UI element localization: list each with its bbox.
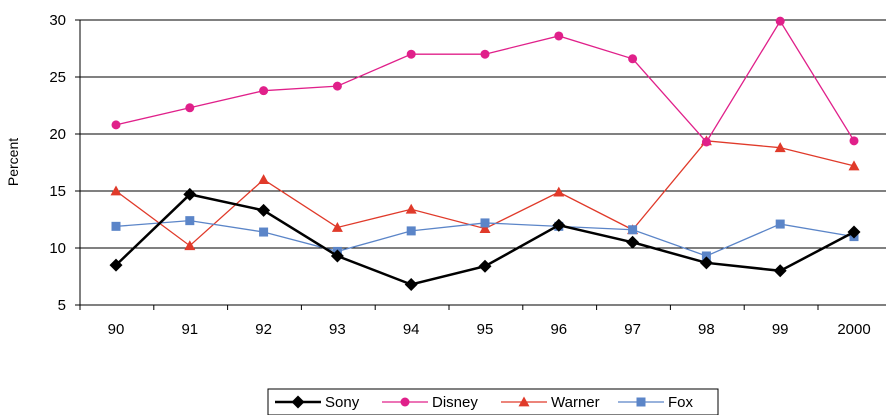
gridlines [80,19,886,249]
data-point-disney [480,49,490,59]
data-point-disney [259,86,269,96]
data-point-sony [109,258,123,272]
y-tick-label: 5 [58,297,66,314]
legend-label-disney: Disney [432,394,478,411]
x-tick-label: 95 [477,321,494,338]
data-point-warner [258,174,270,184]
x-tick-label: 94 [403,321,420,338]
data-point-fox [406,226,416,236]
data-point-sony [478,259,492,273]
data-point-warner [405,203,417,214]
data-point-sony [773,264,787,278]
x-tick-labels: 90 91 92 93 94 95 96 97 98 99 2000 [79,305,871,338]
legend-item-sony: Sony [275,394,360,411]
data-point-fox [480,218,490,228]
data-point-disney [849,136,859,146]
y-tick-label: 30 [49,12,66,29]
data-point-sony [626,235,640,249]
data-point-sony [183,187,197,201]
legend-label-warner: Warner [551,394,600,411]
x-tick-label: 96 [550,321,567,338]
data-point-disney [406,49,416,59]
legend-marker-fox [636,397,646,407]
data-point-disney [111,120,121,130]
legend-label-fox: Fox [668,394,694,411]
x-tick-label: 98 [698,321,715,338]
data-point-fox [775,219,785,229]
x-tick-label: 93 [329,321,346,338]
data-point-disney [185,103,195,113]
data-point-sony [847,225,861,239]
series-fox [111,216,859,261]
y-axis-title: Percent [5,138,21,186]
x-tick-label: 99 [772,321,789,338]
data-point-warner [479,223,491,234]
data-point-disney [701,137,711,147]
legend-marker-warner [518,396,530,407]
data-point-warner [331,221,343,232]
legend-item-fox: Fox [618,394,694,411]
y-tick-labels: 5 10 15 20 25 30 [49,12,80,314]
data-point-disney [332,81,342,91]
x-tick-label: 90 [108,321,125,338]
x-tick-label: 91 [181,321,198,338]
legend-item-disney: Disney [382,394,478,411]
x-tick-label: 92 [255,321,272,338]
y-tick-label: 15 [49,183,66,200]
data-point-warner [553,186,565,197]
data-point-sony [699,256,713,270]
data-point-warner [110,185,122,196]
series-line-disney [115,19,855,144]
data-point-fox [111,221,121,231]
y-tick-label: 25 [49,69,66,86]
data-point-fox [628,225,638,235]
x-tick-label: 2000 [837,321,870,338]
series [109,16,861,291]
data-point-fox [701,251,711,261]
legend-marker-disney [400,397,410,407]
legend-label-sony: Sony [325,394,360,411]
axes [79,20,886,306]
data-point-fox [259,227,269,237]
y-tick-label: 20 [49,126,66,143]
series-sony [109,187,861,291]
data-point-warner [848,160,860,171]
data-point-sony [330,249,344,263]
data-point-disney [554,31,564,41]
data-point-warner [184,240,196,251]
y-tick-label: 10 [49,240,66,257]
data-point-warner [774,142,786,153]
data-point-disney [628,54,638,64]
legend: Sony Disney Warner Fox [267,388,719,415]
legend-item-warner: Warner [501,394,600,411]
series-disney [111,16,859,147]
data-point-sony [257,203,271,217]
data-point-fox [185,216,195,226]
data-point-sony [552,218,566,232]
data-point-disney [775,16,785,26]
series-warner [110,135,860,251]
legend-marker-sony [291,395,305,409]
x-tick-label: 97 [624,321,641,338]
data-point-sony [404,277,418,291]
